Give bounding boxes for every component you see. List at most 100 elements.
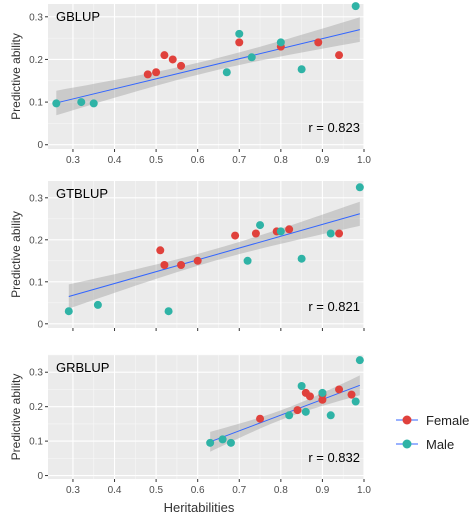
y-tick-label: 0 bbox=[37, 471, 43, 482]
point-male bbox=[355, 356, 364, 365]
regression-line bbox=[68, 213, 360, 297]
point-female bbox=[177, 261, 186, 269]
point-male bbox=[77, 98, 86, 107]
point-female bbox=[293, 406, 302, 415]
point-female bbox=[156, 246, 165, 255]
point-male bbox=[276, 227, 285, 236]
x-tick-label: 0.3 bbox=[66, 155, 80, 166]
scatter-panels: 0 0.1 0.2 0.3 0.3 0.4 0.5 0.6 0.7 0.8 0.9 1.0 GBLUP r… bbox=[9, 2, 371, 496]
point-male bbox=[301, 407, 310, 416]
legend-key-dot-female bbox=[402, 415, 412, 425]
y-tick-label: 0 bbox=[37, 140, 43, 151]
x-tick-label: 0.6 bbox=[191, 155, 205, 166]
panel-title: GTBLUP bbox=[56, 186, 108, 201]
x-tick-label: 0.8 bbox=[274, 485, 288, 496]
y-tick-label: 0.2 bbox=[29, 402, 43, 413]
y-tick-label: 0.3 bbox=[29, 368, 43, 379]
point-male bbox=[164, 307, 173, 316]
panel-gtblup: 0 0.1 0.2 0.3 GTBLUP r = 0.821 Predictive abil… bbox=[9, 181, 365, 331]
regression-line bbox=[209, 384, 361, 443]
point-female bbox=[152, 68, 161, 77]
point-female bbox=[231, 231, 240, 240]
panel-title: GRBLUP bbox=[56, 360, 109, 375]
point-male bbox=[276, 38, 285, 47]
y-tick-label: 0.3 bbox=[29, 193, 43, 204]
point-male bbox=[64, 307, 73, 316]
point-male bbox=[52, 99, 61, 108]
legend-label-female: Female bbox=[426, 413, 469, 428]
point-female bbox=[193, 256, 202, 265]
point-female bbox=[347, 390, 356, 399]
point-female bbox=[314, 38, 323, 47]
point-female bbox=[285, 225, 294, 234]
regression-line bbox=[56, 29, 360, 104]
x-tick-label: 0.3 bbox=[66, 485, 80, 496]
x-axis-title: Heritabilities bbox=[164, 500, 235, 515]
x-tick-label: 0.9 bbox=[315, 155, 329, 166]
y-axis-title: Predictive ability bbox=[9, 211, 23, 298]
y-axis-title: Predictive ability bbox=[9, 374, 23, 461]
correlation-label: r = 0.821 bbox=[308, 299, 360, 314]
point-female bbox=[235, 38, 244, 47]
point-female bbox=[305, 392, 314, 401]
x-tick-label: 0.7 bbox=[232, 155, 246, 166]
point-male bbox=[89, 99, 98, 108]
y-tick-label: 0.1 bbox=[29, 437, 43, 448]
x-tick-label: 0.4 bbox=[108, 485, 122, 496]
point-male bbox=[218, 435, 227, 444]
legend-item-female: Female bbox=[396, 413, 469, 428]
x-tick-label: 0.5 bbox=[149, 485, 163, 496]
point-male bbox=[326, 229, 335, 238]
point-male bbox=[318, 388, 327, 397]
point-female bbox=[318, 395, 327, 404]
point-male bbox=[222, 68, 231, 77]
y-axis-title: Predictive ability bbox=[9, 33, 23, 120]
x-tick-label: 0.9 bbox=[315, 485, 329, 496]
x-tick-label: 0.6 bbox=[191, 485, 205, 496]
point-male bbox=[355, 183, 364, 192]
point-male bbox=[351, 397, 360, 406]
y-tick-label: 0.1 bbox=[29, 277, 43, 288]
point-male bbox=[226, 438, 235, 447]
point-female bbox=[160, 261, 169, 269]
point-male bbox=[297, 65, 306, 74]
point-female bbox=[256, 414, 265, 423]
point-male bbox=[93, 300, 102, 309]
x-tick-label: 1.0 bbox=[357, 155, 371, 166]
panel-gblup: 0 0.1 0.2 0.3 0.3 0.4 0.5 0.6 0.7 0.8 0.9 1.0 GBLUP r… bbox=[9, 2, 371, 166]
legend-label-male: Male bbox=[426, 437, 454, 452]
x-tick-label: 0.4 bbox=[108, 155, 122, 166]
y-tick-label: 0.1 bbox=[29, 98, 43, 109]
plot-background bbox=[48, 4, 364, 149]
point-female bbox=[160, 51, 169, 60]
point-male bbox=[297, 382, 306, 390]
x-tick-label: 0.8 bbox=[274, 155, 288, 166]
panel-grblup: 0 0.1 0.2 0.3 0.3 0.4 0.5 0.6 0.7 0.8 0.9 1.0 GRBLUP… bbox=[9, 354, 371, 496]
legend-key-dot-male bbox=[402, 439, 412, 449]
point-female bbox=[143, 70, 152, 79]
x-tick-label: 1.0 bbox=[357, 485, 371, 496]
point-male bbox=[297, 254, 306, 263]
y-tick-label: 0.3 bbox=[29, 12, 43, 23]
point-female bbox=[335, 51, 344, 60]
legend: Female Male bbox=[396, 413, 469, 452]
point-male bbox=[235, 29, 244, 38]
x-tick-label: 0.5 bbox=[149, 155, 163, 166]
panel-title: GBLUP bbox=[56, 9, 100, 24]
point-male bbox=[256, 221, 265, 230]
legend-item-male: Male bbox=[396, 437, 454, 452]
point-female bbox=[168, 55, 177, 64]
point-female bbox=[177, 61, 186, 70]
x-tick-label: 0.7 bbox=[232, 485, 246, 496]
y-tick-label: 0.2 bbox=[29, 235, 43, 246]
correlation-label: r = 0.823 bbox=[308, 120, 360, 135]
point-male bbox=[326, 411, 335, 420]
correlation-label: r = 0.832 bbox=[308, 450, 360, 465]
point-male bbox=[206, 438, 215, 447]
y-tick-label: 0.2 bbox=[29, 55, 43, 66]
y-tick-label: 0 bbox=[37, 319, 43, 330]
point-male bbox=[247, 53, 256, 62]
point-male bbox=[351, 2, 360, 11]
point-female bbox=[335, 229, 344, 238]
